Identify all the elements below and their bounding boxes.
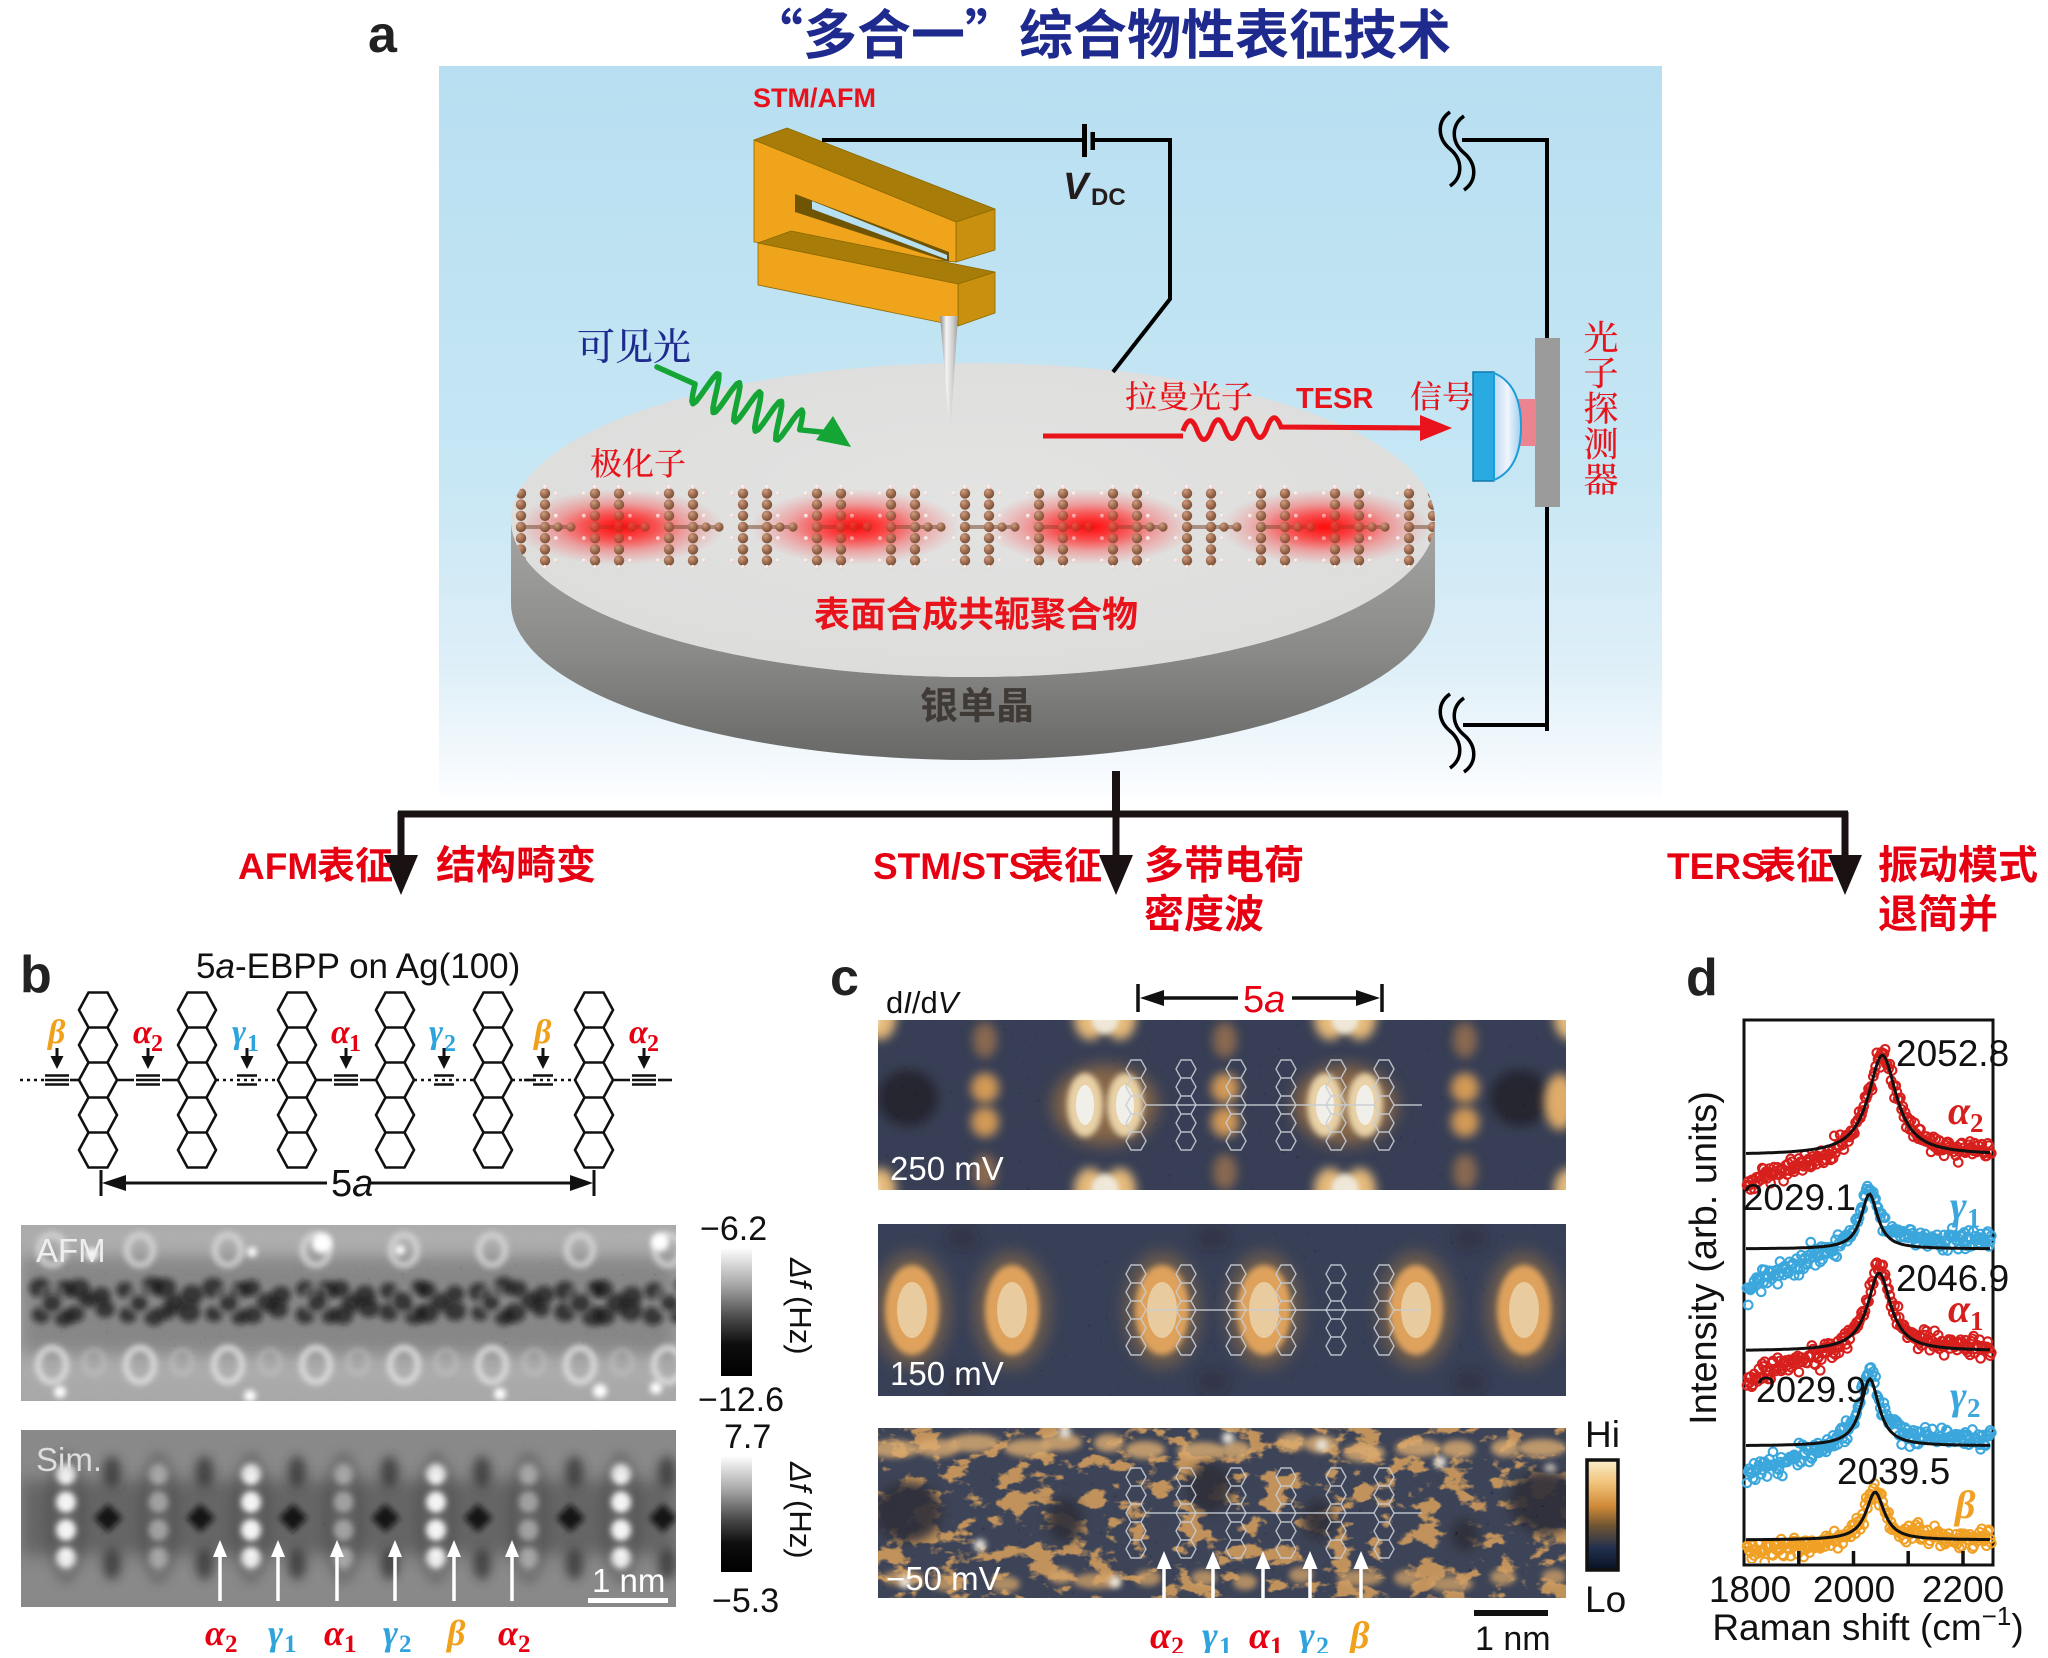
svg-text:5a-EBPP on Ag(100): 5a-EBPP on Ag(100) <box>196 947 520 986</box>
svg-text:β: β <box>46 1014 66 1051</box>
svg-text:2029.1: 2029.1 <box>1743 1177 1856 1218</box>
svg-text:5a: 5a <box>331 1163 373 1205</box>
svg-text:1: 1 <box>1970 1306 1984 1336</box>
svg-text:2: 2 <box>151 1031 163 1057</box>
svg-text:d: d <box>1686 949 1718 1007</box>
svg-text:AFM: AFM <box>36 1232 106 1269</box>
svg-text:2: 2 <box>399 1631 412 1653</box>
svg-text:DC: DC <box>1091 184 1126 211</box>
svg-text:dI/dV: dI/dV <box>886 985 962 1020</box>
svg-text:1: 1 <box>1219 1632 1232 1653</box>
svg-text:STM/STS: STM/STS <box>873 846 1033 887</box>
svg-text:α: α <box>331 1014 351 1051</box>
svg-text:Hi: Hi <box>1585 1414 1620 1455</box>
svg-text:β: β <box>532 1014 552 1051</box>
svg-text:1 nm: 1 nm <box>1475 1620 1551 1653</box>
svg-text:α: α <box>629 1014 649 1051</box>
svg-text:5a: 5a <box>1243 979 1285 1021</box>
svg-text:2: 2 <box>647 1031 659 1057</box>
svg-text:STM/AFM: STM/AFM <box>753 83 876 113</box>
svg-text:TESR: TESR <box>1296 383 1373 415</box>
svg-text:Δf (Hz): Δf (Hz) <box>783 1257 818 1355</box>
svg-text:−5.3: −5.3 <box>712 1582 779 1620</box>
svg-text:Raman shift (cm−1): Raman shift (cm−1) <box>1712 1601 2023 1648</box>
svg-text:1: 1 <box>1967 1203 1981 1233</box>
svg-text:250 mV: 250 mV <box>890 1150 1004 1187</box>
svg-text:2052.8: 2052.8 <box>1896 1033 2009 1074</box>
svg-text:1800: 1800 <box>1709 1569 1791 1610</box>
svg-text:2200: 2200 <box>1922 1569 2004 1610</box>
svg-text:γ: γ <box>232 1014 247 1051</box>
svg-text:1: 1 <box>247 1031 259 1057</box>
svg-text:γ: γ <box>1950 1373 1967 1418</box>
svg-text:2: 2 <box>444 1031 456 1057</box>
svg-text:2039.5: 2039.5 <box>1837 1451 1950 1492</box>
svg-text:1: 1 <box>1270 1632 1283 1653</box>
svg-text:b: b <box>20 946 52 1004</box>
svg-text:1 nm: 1 nm <box>592 1562 665 1599</box>
svg-text:α: α <box>1249 1615 1271 1653</box>
svg-text:2: 2 <box>1316 1632 1329 1653</box>
svg-text:1: 1 <box>349 1031 361 1057</box>
svg-text:γ: γ <box>1299 1615 1315 1653</box>
svg-text:γ: γ <box>268 1613 283 1653</box>
svg-text:β: β <box>1953 1482 1976 1527</box>
svg-text:α: α <box>1948 1286 1971 1331</box>
svg-text:a: a <box>368 6 398 64</box>
svg-text:β: β <box>1348 1615 1370 1653</box>
svg-text:V: V <box>1063 166 1091 208</box>
svg-text:Intensity (arb. units): Intensity (arb. units) <box>1683 1091 1725 1425</box>
svg-text:α: α <box>1948 1088 1971 1133</box>
svg-text:1: 1 <box>344 1631 357 1653</box>
svg-text:2: 2 <box>1171 1632 1184 1653</box>
svg-text:2: 2 <box>1967 1393 1981 1423</box>
svg-text:TERS: TERS <box>1667 846 1766 887</box>
svg-text:7.7: 7.7 <box>724 1418 771 1456</box>
svg-text:2: 2 <box>1970 1108 1984 1138</box>
svg-text:Lo: Lo <box>1585 1579 1626 1620</box>
svg-text:2000: 2000 <box>1813 1569 1895 1610</box>
svg-text:γ: γ <box>1202 1615 1218 1653</box>
svg-text:γ: γ <box>1950 1183 1967 1228</box>
svg-text:2046.9: 2046.9 <box>1896 1258 2009 1299</box>
svg-text:1: 1 <box>284 1631 297 1653</box>
svg-text:2: 2 <box>225 1631 238 1653</box>
svg-text:2: 2 <box>518 1631 531 1653</box>
svg-text:β: β <box>445 1613 466 1653</box>
svg-text:γ: γ <box>383 1613 398 1653</box>
svg-text:−50 mV: −50 mV <box>886 1560 1001 1597</box>
svg-text:α: α <box>324 1613 345 1653</box>
svg-text:2029.9: 2029.9 <box>1756 1369 1866 1410</box>
svg-text:Sim.: Sim. <box>36 1441 102 1478</box>
svg-text:−6.2: −6.2 <box>700 1210 767 1248</box>
svg-text:AFM: AFM <box>238 846 318 887</box>
svg-text:α: α <box>1150 1615 1172 1653</box>
svg-text:c: c <box>830 949 859 1007</box>
svg-text:α: α <box>133 1014 153 1051</box>
svg-text:α: α <box>205 1613 226 1653</box>
svg-text:150 mV: 150 mV <box>890 1355 1004 1392</box>
svg-text:α: α <box>498 1613 519 1653</box>
svg-text:−12.6: −12.6 <box>698 1381 784 1419</box>
svg-text:Δf (Hz): Δf (Hz) <box>783 1461 818 1559</box>
svg-text:γ: γ <box>429 1014 444 1051</box>
